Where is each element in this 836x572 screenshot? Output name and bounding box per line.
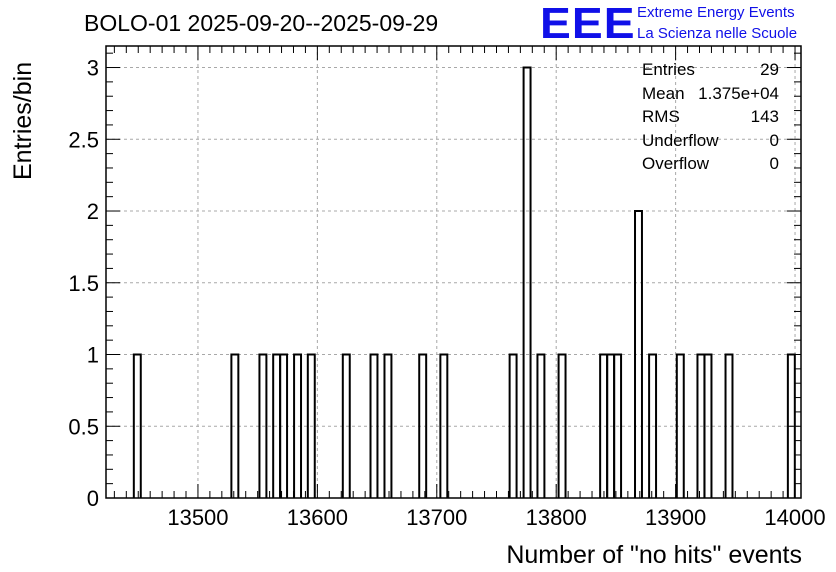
eee-logo: EEE xyxy=(540,0,636,48)
stat-row-rms: RMS 143 xyxy=(642,107,779,131)
histogram-bar xyxy=(279,353,289,498)
histogram-bar xyxy=(341,353,351,498)
logo-text-line1: Extreme Energy Events xyxy=(637,4,795,21)
histogram-bar xyxy=(522,66,532,498)
grid-lines xyxy=(106,46,801,498)
y-tick-label: 1.5 xyxy=(68,271,99,296)
y-axis-label: Entries/bin xyxy=(9,62,37,180)
y-tick-label: 1 xyxy=(87,343,99,368)
stat-value: 1.375e+04 xyxy=(698,83,779,103)
y-tick-label: 2 xyxy=(87,199,99,224)
histogram-bar xyxy=(293,353,303,498)
histogram-bar xyxy=(258,353,268,498)
chart-title: BOLO-01 2025-09-20--2025-09-29 xyxy=(84,10,439,36)
x-tick-label: 13600 xyxy=(287,505,348,530)
histogram-bar xyxy=(648,353,658,498)
histogram-bar xyxy=(132,353,142,498)
stat-label: Mean xyxy=(642,83,685,103)
stat-label: Underflow xyxy=(642,130,719,150)
x-tick-label: 13700 xyxy=(406,505,467,530)
x-tick-label: 14000 xyxy=(764,505,825,530)
y-tick-label: 3 xyxy=(87,56,99,81)
x-tick-label: 13800 xyxy=(526,505,587,530)
plot-frame xyxy=(105,45,802,499)
histogram-bar xyxy=(613,353,623,498)
histogram-bar xyxy=(383,353,393,498)
stat-row-underflow: Underflow 0 xyxy=(642,131,779,155)
y-tick-label: 2.5 xyxy=(68,127,99,152)
y-tick-label: 0 xyxy=(87,486,99,511)
stat-label: Overflow xyxy=(642,154,710,173)
axis-ticks xyxy=(106,46,801,499)
x-tick-labels: 13500 13600 13700 13800 13900 14000 xyxy=(167,505,825,530)
stat-value: 143 xyxy=(750,107,779,126)
x-tick-label: 13900 xyxy=(645,505,706,530)
histogram-bar xyxy=(703,353,713,498)
histogram-bar xyxy=(369,353,379,498)
x-tick-label: 13500 xyxy=(167,505,228,530)
histogram-bar xyxy=(634,210,643,498)
stat-label: RMS xyxy=(642,107,680,126)
histogram-bar xyxy=(306,353,316,498)
histogram-bar xyxy=(508,353,518,498)
histogram-bar xyxy=(557,353,567,498)
histogram-bar xyxy=(439,353,449,498)
stat-value: 0 xyxy=(769,154,779,173)
logo-text-line2: La Scienza nelle Scuole xyxy=(637,25,798,42)
histogram-bar xyxy=(724,353,734,498)
y-tick-label: 0.5 xyxy=(68,414,99,439)
stat-value: 29 xyxy=(760,60,779,79)
histogram-bar xyxy=(418,353,428,498)
stat-row-mean: Mean 1.375e+04 xyxy=(642,84,779,108)
stat-row-overflow: Overflow 0 xyxy=(642,154,779,178)
stat-label: Entries xyxy=(642,60,695,79)
stats-box: Entries 29 Mean 1.375e+04 RMS 143 Underf… xyxy=(642,60,779,178)
stat-value: 0 xyxy=(769,130,779,150)
histogram-bar xyxy=(230,353,240,498)
x-axis-label: Number of "no hits" events xyxy=(506,541,802,569)
histogram-bar xyxy=(536,353,546,498)
histogram-bar xyxy=(675,353,685,498)
histogram-bars xyxy=(132,66,796,498)
y-tick-labels: 0 0.5 1 1.5 2 2.5 3 xyxy=(68,56,99,511)
stat-row-entries: Entries 29 xyxy=(642,60,779,84)
